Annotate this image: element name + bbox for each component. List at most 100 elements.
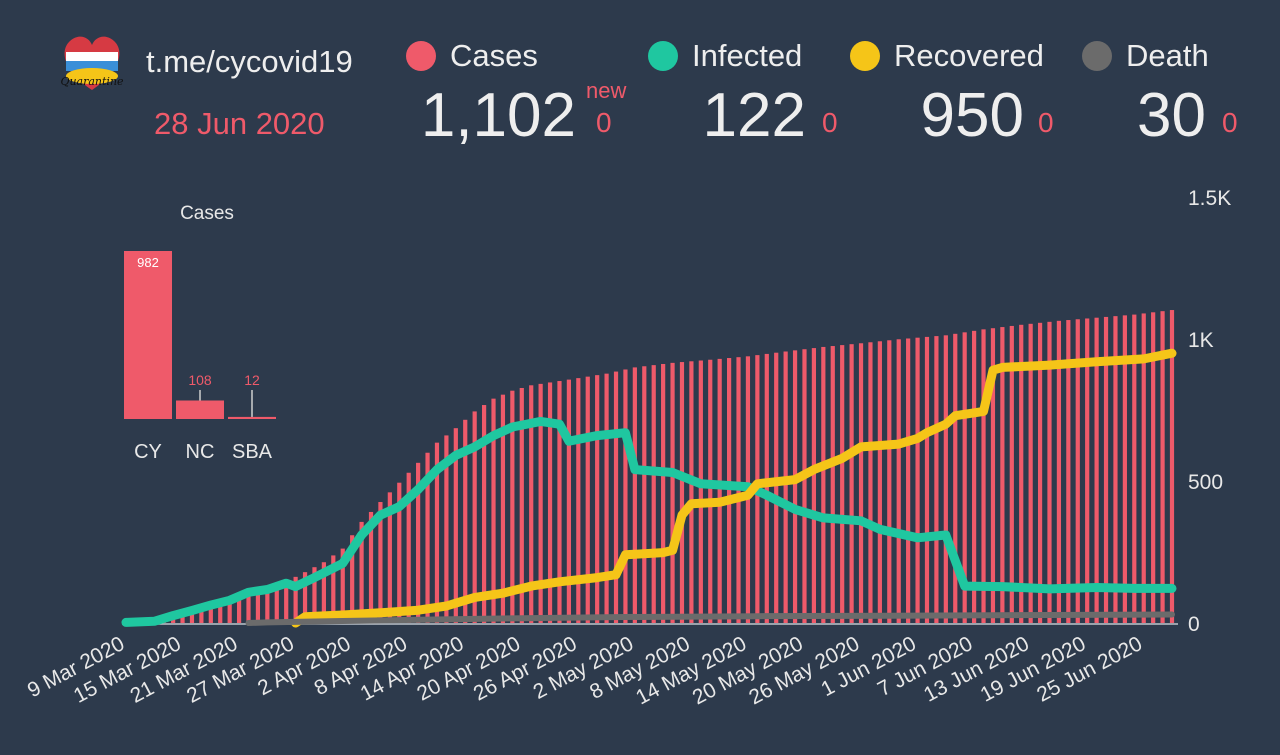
inset-value-label: 982 [137, 255, 159, 270]
cases-value: 1,102 [420, 81, 576, 150]
cases-bar [274, 584, 279, 623]
cases-label: Cases [450, 38, 538, 73]
cases-bar [613, 371, 619, 623]
cases-bar [529, 385, 534, 623]
cases-bar [350, 535, 355, 623]
cases-bar [924, 336, 930, 623]
cases-bar [1094, 317, 1099, 623]
inset-bar-nc [176, 400, 224, 419]
cases-bar [246, 590, 251, 623]
cases-bar [378, 502, 383, 623]
recovered-dot-icon [850, 41, 880, 71]
cases-bar [585, 376, 590, 623]
cases-bar [764, 353, 769, 623]
cases-bar [896, 339, 901, 623]
infected-value: 122 [702, 81, 806, 150]
cases-bar [604, 373, 609, 623]
cases-bar [510, 390, 515, 623]
cases-bar [887, 340, 892, 623]
cases-bar [472, 411, 477, 623]
cases-bar [849, 344, 854, 623]
y-tick-label: 0 [1188, 613, 1200, 636]
cases-bar [284, 581, 289, 623]
channel-link[interactable]: t.me/cycovid19 [146, 44, 353, 79]
cases-bar [906, 338, 911, 623]
cases-bar [868, 342, 873, 623]
cases-bar [538, 383, 543, 623]
cases-bar [1169, 310, 1175, 623]
new-label: new [586, 78, 627, 103]
cases-bar [708, 359, 713, 623]
cases-bar [463, 419, 468, 623]
recovered-delta: 0 [1038, 107, 1054, 138]
recovered-series-line [291, 348, 1177, 628]
cases-bar [727, 358, 732, 623]
cases-bar [632, 367, 637, 623]
cases-bar [566, 379, 571, 623]
cases-bar [434, 442, 440, 623]
cases-bar [877, 341, 882, 623]
cases-bar [236, 594, 242, 623]
cases-bar [821, 346, 826, 623]
cases-bar [811, 348, 817, 623]
cases-bar [689, 361, 694, 623]
cases-bar [1019, 324, 1024, 623]
cases-bar [481, 405, 487, 623]
inset-bar-sba [228, 416, 276, 419]
cases-bar [1009, 325, 1014, 623]
cases-bar [453, 428, 458, 623]
cases-bar [1122, 315, 1127, 623]
cases-bar [208, 603, 213, 623]
cases-bar [387, 492, 392, 623]
cases-bar [1132, 314, 1137, 623]
cases-bar [293, 576, 298, 623]
cases-bar [792, 350, 798, 623]
cases-bar [547, 382, 553, 623]
cases-bar [218, 601, 223, 623]
cases-bar [990, 328, 996, 623]
cases-bar [595, 375, 600, 623]
y-tick-label: 1K [1188, 329, 1214, 352]
cases-bar [576, 378, 581, 623]
cases-bar [199, 606, 204, 623]
cases-bar [425, 452, 430, 623]
cases-bar [934, 336, 939, 623]
cases-bar [302, 572, 308, 623]
cases-bar [265, 587, 270, 623]
cases-bar [1037, 322, 1043, 623]
cases-bar [651, 365, 656, 623]
svg-text:Quarantine: Quarantine [60, 75, 124, 88]
cases-bar [500, 394, 506, 623]
cases-bar [670, 362, 675, 623]
cases-bar [830, 346, 835, 623]
cases-bar [679, 362, 685, 623]
legend-death: Death [1082, 38, 1209, 74]
cases-bar [180, 612, 185, 623]
inset-bar-cy [124, 251, 172, 419]
cases-bar [321, 562, 326, 623]
cases-bar [1151, 312, 1156, 623]
cases-bar [802, 349, 807, 623]
cases-bar [962, 332, 967, 623]
death-value: 30 [1137, 81, 1206, 150]
death-series-line [245, 611, 1175, 626]
cases-delta: 0 [596, 107, 612, 138]
cases-bar [359, 521, 364, 623]
y-tick-label: 1.5K [1188, 187, 1231, 210]
cases-bar [1113, 316, 1118, 623]
cases-dot-icon [406, 41, 436, 71]
report-date: 28 Jun 2020 [154, 106, 325, 141]
cases-bar [623, 369, 628, 623]
cases-bar [444, 435, 449, 623]
legend-cases: Cases [406, 38, 538, 74]
inset-value-label: 12 [244, 372, 260, 388]
cases-bar [227, 599, 232, 623]
cases-bar [406, 472, 411, 623]
infected-delta: 0 [822, 107, 838, 138]
cases-bar [661, 363, 666, 623]
cases-bar [255, 588, 261, 623]
death-label: Death [1126, 38, 1209, 73]
cases-bar [915, 337, 920, 623]
cases-bar [1103, 316, 1109, 623]
